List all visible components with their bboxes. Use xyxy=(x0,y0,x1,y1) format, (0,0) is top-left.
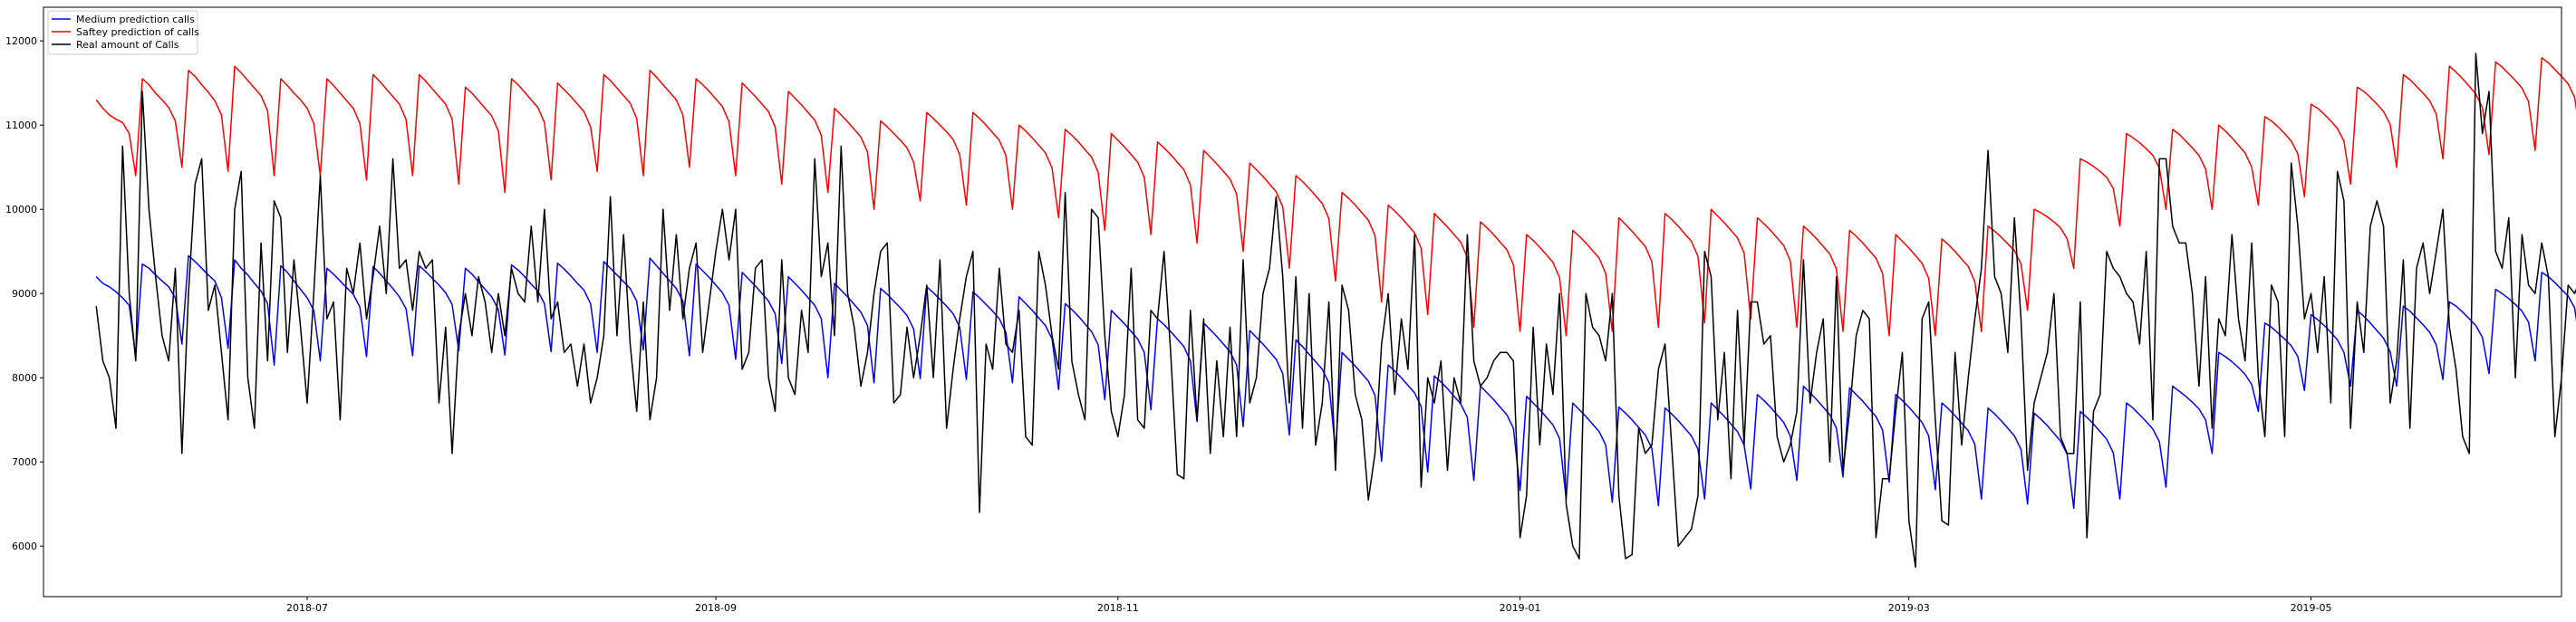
y-tick-label: 11000 xyxy=(5,120,37,131)
x-axis: 2018-07 2018-09 2018-11 2019-01 2019-03 2019-… xyxy=(286,597,2332,614)
x-tick-label: 2019-05 xyxy=(2291,602,2332,614)
y-tick-label: 10000 xyxy=(5,204,37,215)
y-axis: 6000 7000 8000 9000 10000 11000 12000 xyxy=(5,35,43,552)
legend-box xyxy=(47,10,198,55)
series-lines xyxy=(95,53,2576,569)
y-tick-label: 8000 xyxy=(12,372,37,384)
series-line-2 xyxy=(95,53,2576,569)
y-tick-label: 7000 xyxy=(12,456,37,468)
x-tick-label: 2018-07 xyxy=(286,602,328,614)
x-tick-label: 2019-01 xyxy=(1500,602,1541,614)
x-tick-label: 2018-11 xyxy=(1097,602,1139,614)
series-line-1 xyxy=(95,57,2576,337)
legend-label: Saftey prediction of calls xyxy=(76,26,199,38)
x-tick-label: 2019-03 xyxy=(1888,602,1930,614)
y-tick-label: 9000 xyxy=(12,288,37,300)
plot-frame xyxy=(43,6,2562,598)
y-tick-label: 12000 xyxy=(5,35,37,47)
series-line-0 xyxy=(95,254,2576,510)
y-tick-label: 6000 xyxy=(12,541,37,552)
legend-label: Medium prediction calls xyxy=(76,14,195,25)
x-tick-label: 2018-09 xyxy=(695,602,737,614)
legend-label: Real amount of Calls xyxy=(76,39,179,51)
